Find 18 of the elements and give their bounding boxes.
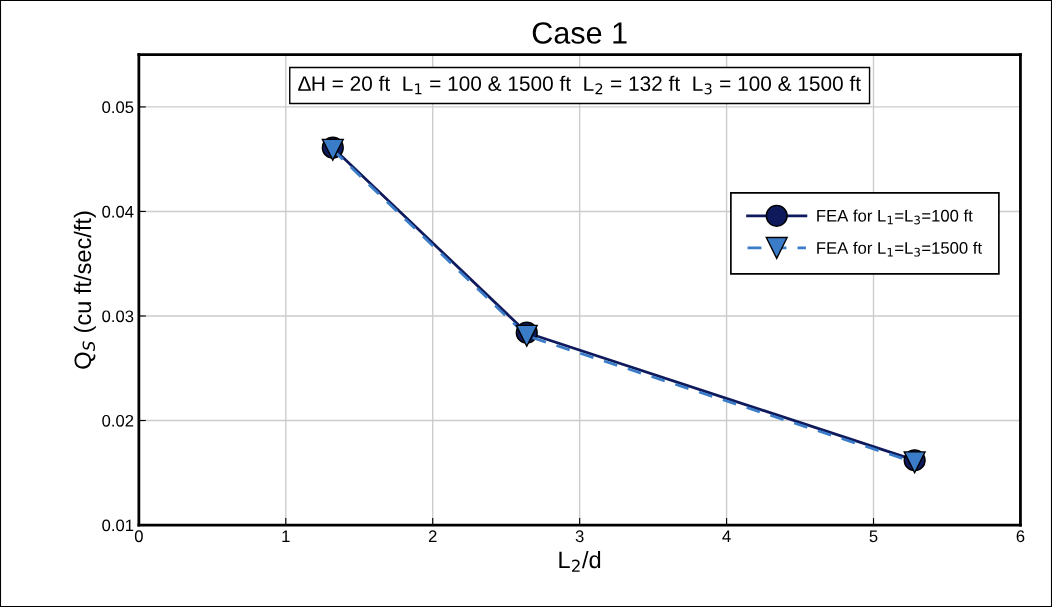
y-tick-label: 0.02	[102, 414, 134, 427]
y-axis-title: Q$_{S}$ (cu ft/sec/ft)	[73, 211, 96, 369]
x-tick-label: 0	[134, 530, 143, 543]
y-tick-label: 0.04	[102, 205, 134, 218]
y-tick-label: 0.01	[102, 519, 134, 532]
x-tick-label: 3	[575, 530, 584, 543]
x-tick-label: 4	[722, 530, 731, 542]
x-tick-label: 6	[1016, 530, 1025, 543]
x-tick-label: 2	[428, 530, 437, 542]
chart-title: Case 1	[532, 22, 627, 44]
legend-label: FEA for L$_{1}$=L$_{3}$=1500 ft	[817, 241, 982, 257]
x-tick-label: 5	[869, 530, 878, 543]
x-axis-title: L$_{2}$/d	[559, 550, 601, 572]
annotation: ∆H = 20 ft L$_{1}$ = 100 & 1500 ft L$_{2}$ = 132 ft L$_{3}$ = 100 & 1500 ft	[298, 75, 861, 95]
y-tick-label: 0.05	[102, 101, 134, 114]
y-tick-label: 0.03	[102, 310, 134, 323]
x-tick-label: 1	[282, 530, 290, 542]
legend-label: FEA for L$_{1}$=L$_{3}$=100 ft	[817, 209, 973, 225]
